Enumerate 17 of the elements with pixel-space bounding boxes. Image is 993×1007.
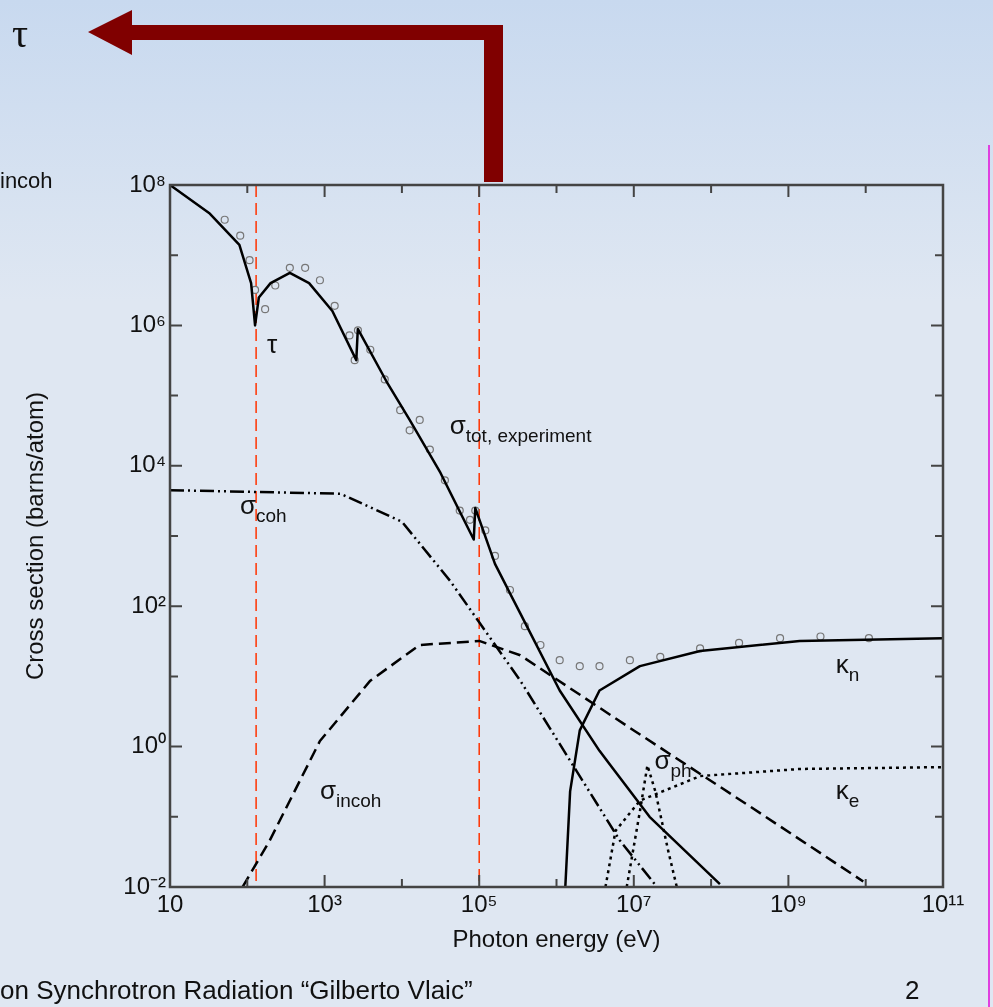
x-tick-label: 10⁷ bbox=[616, 890, 652, 918]
y-tick-label: 10⁸ bbox=[129, 169, 166, 197]
text: incoh bbox=[0, 168, 53, 194]
y-tick-label: 10⁶ bbox=[129, 310, 166, 338]
text: 2 bbox=[905, 975, 920, 1006]
text: on Synchrotron Radiation “Gilberto Vlaic” bbox=[0, 975, 473, 1006]
x-axis-title: Photon energy (eV) bbox=[452, 925, 661, 953]
x-tick-label: 10⁵ bbox=[460, 890, 498, 918]
x-tick-label: 10³ bbox=[307, 890, 342, 918]
y-axis-title: Cross section (barns/atom) bbox=[21, 391, 49, 681]
x-tick-label: 10⁹ bbox=[769, 890, 807, 918]
y-tick-label: 10² bbox=[131, 590, 167, 618]
x-tick-label: 10¹¹ bbox=[921, 890, 965, 918]
text: τ bbox=[12, 10, 29, 57]
series-label: τ bbox=[267, 329, 279, 360]
y-tick-label: 10⁰ bbox=[131, 731, 166, 759]
y-tick-label: 10⁴ bbox=[128, 450, 166, 478]
